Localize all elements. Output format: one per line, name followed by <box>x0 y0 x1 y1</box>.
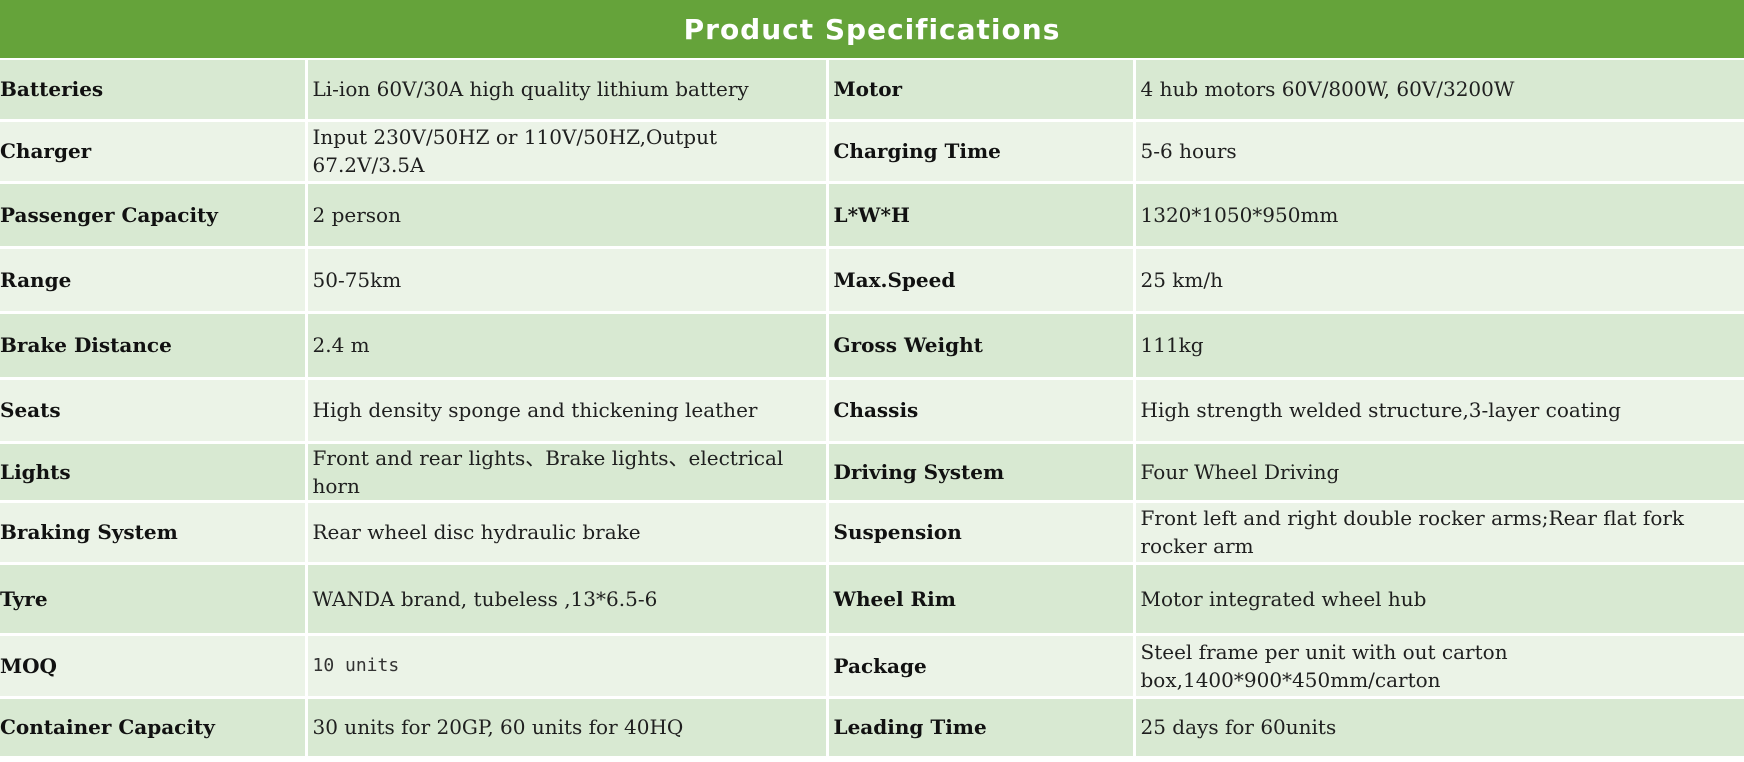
spec-value: 25 km/h <box>1134 247 1744 314</box>
spec-label: Suspension <box>827 501 1136 565</box>
spec-label: Charger <box>0 120 308 184</box>
spec-value: Steel frame per unit with out carton box… <box>1134 634 1744 699</box>
spec-value: Rear wheel disc hydraulic brake <box>306 501 829 565</box>
spec-value: 1320*1050*950mm <box>1134 182 1744 249</box>
spec-value: WANDA brand, tubeless ,13*6.5-6 <box>306 563 829 636</box>
spec-label: Max.Speed <box>827 247 1136 314</box>
table-row: Range 50-75km Max.Speed 25 km/h <box>0 247 1744 314</box>
spec-label: Driving System <box>827 442 1136 503</box>
spec-label: Lights <box>0 442 308 503</box>
table-row: Passenger Capacity 2 person L*W*H 1320*1… <box>0 182 1744 249</box>
spec-value: High strength welded structure,3-layer c… <box>1134 378 1744 444</box>
spec-value: Front and rear lights、Brake lights、elect… <box>306 442 829 503</box>
table-row: Braking System Rear wheel disc hydraulic… <box>0 501 1744 565</box>
spec-label: Package <box>827 634 1136 699</box>
spec-label: Charging Time <box>827 120 1136 184</box>
table-row: Batteries Li-ion 60V/30A high quality li… <box>0 60 1744 122</box>
spec-label: Leading Time <box>827 697 1136 759</box>
spec-value: Li-ion 60V/30A high quality lithium batt… <box>306 60 829 122</box>
spec-value: High density sponge and thickening leath… <box>306 378 829 444</box>
spec-value: 4 hub motors 60V/800W, 60V/3200W <box>1134 60 1744 122</box>
spec-label: Brake Distance <box>0 312 308 380</box>
table-row: Charger Input 230V/50HZ or 110V/50HZ,Out… <box>0 120 1744 184</box>
table-row: Brake Distance 2.4 m Gross Weight 111kg <box>0 312 1744 380</box>
spec-label: Seats <box>0 378 308 444</box>
spec-label: Container Capacity <box>0 697 308 759</box>
spec-value: 30 units for 20GP, 60 units for 40HQ <box>306 697 829 759</box>
spec-label: Braking System <box>0 501 308 565</box>
spec-label: MOQ <box>0 634 308 699</box>
spec-label: Tyre <box>0 563 308 636</box>
spec-table: Batteries Li-ion 60V/30A high quality li… <box>0 60 1744 759</box>
spec-label: Chassis <box>827 378 1136 444</box>
spec-value: Four Wheel Driving <box>1134 442 1744 503</box>
spec-value: 50-75km <box>306 247 829 314</box>
spec-label: Range <box>0 247 308 314</box>
table-row: Seats High density sponge and thickening… <box>0 378 1744 444</box>
spec-value: 5-6 hours <box>1134 120 1744 184</box>
spec-label: Gross Weight <box>827 312 1136 380</box>
spec-label: Passenger Capacity <box>0 182 308 249</box>
spec-value: 25 days for 60units <box>1134 697 1744 759</box>
spec-label: Motor <box>827 60 1136 122</box>
spec-value: Front left and right double rocker arms;… <box>1134 501 1744 565</box>
spec-value: 10 units <box>306 634 829 699</box>
spec-label: Wheel Rim <box>827 563 1136 636</box>
table-row: Container Capacity 30 units for 20GP, 60… <box>0 697 1744 759</box>
spec-label: Batteries <box>0 60 308 122</box>
spec-value: 2.4 m <box>306 312 829 380</box>
page-title: Product Specifications <box>0 0 1744 58</box>
spec-value: Motor integrated wheel hub <box>1134 563 1744 636</box>
spec-value: Input 230V/50HZ or 110V/50HZ,Output 67.2… <box>306 120 829 184</box>
spec-label: L*W*H <box>827 182 1136 249</box>
table-row: MOQ 10 units Package Steel frame per uni… <box>0 634 1744 699</box>
table-row: Lights Front and rear lights、Brake light… <box>0 442 1744 503</box>
spec-value: 2 person <box>306 182 829 249</box>
spec-value: 111kg <box>1134 312 1744 380</box>
table-row: Tyre WANDA brand, tubeless ,13*6.5-6 Whe… <box>0 563 1744 636</box>
